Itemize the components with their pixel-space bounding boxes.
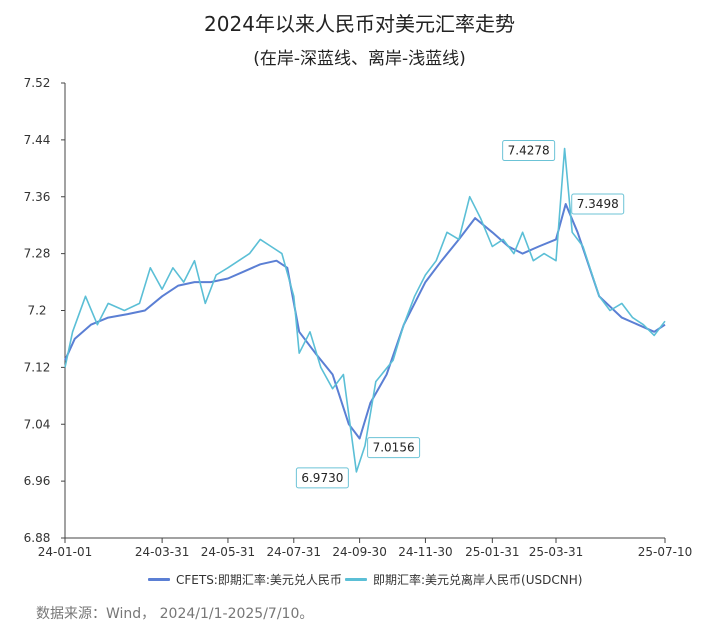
exchange-rate-chart: 6.88 6.96 7.04 7.12 7.2 7.28 7.36 7.44 7.52 24-01… (24, 76, 693, 559)
legend-item-onshore[interactable]: CFETS:即期汇率:美元兑人民币 (148, 571, 342, 588)
legend-label-onshore: CFETS:即期汇率:美元兑人民币 (176, 573, 342, 587)
x-tick-label: 24-07-31 (267, 545, 321, 559)
y-tick-label: 7.52 (24, 76, 51, 90)
x-tick-label: 25-01-31 (465, 545, 519, 559)
legend-swatch-onshore (148, 578, 170, 581)
annotation-box (295, 467, 349, 489)
annotation-label: 7.3498 (577, 197, 619, 211)
legend-label-offshore: 即期汇率:美元兑离岸人民币(USDCNH) (373, 573, 583, 587)
x-tick-label: 25-03-31 (529, 545, 583, 559)
annotation-label: 7.4278 (508, 144, 550, 158)
annotation-box (571, 193, 625, 215)
x-tick-label: 25-07-10 (638, 545, 692, 559)
y-tick-label: 7.36 (24, 190, 51, 204)
legend-item-offshore[interactable]: 即期汇率:美元兑离岸人民币(USDCNH) (345, 571, 582, 588)
y-tick-label: 7.44 (24, 133, 51, 147)
y-tick-label: 7.12 (24, 360, 51, 374)
source-note: 数据来源：Wind， 2024/1/1-2025/7/10。 (36, 606, 314, 622)
y-tick-label: 7.04 (24, 417, 51, 431)
chart-title: 2024年以来人民币对美元汇率走势 (204, 12, 515, 36)
annotation-label: 7.0156 (373, 441, 415, 455)
annotation-label: 6.9730 (301, 471, 343, 485)
legend-swatch-offshore (345, 578, 367, 581)
x-tick-label: 24-01-01 (38, 545, 92, 559)
annotation-box (502, 140, 556, 162)
series-line-onshore (64, 203, 666, 440)
x-tick-label: 24-05-31 (201, 545, 255, 559)
x-tick-label: 24-09-30 (332, 545, 386, 559)
y-tick-label: 6.88 (24, 531, 51, 545)
x-tick-label: 24-11-30 (398, 545, 452, 559)
chart-subtitle: (在岸-深蓝线、离岸-浅蓝线) (253, 49, 466, 69)
y-tick-label: 7.2 (27, 304, 46, 318)
x-tick-label: 24-03-31 (135, 545, 189, 559)
series-line-offshore (64, 147, 666, 473)
annotation-box (367, 437, 421, 459)
y-tick-label: 7.28 (24, 247, 51, 261)
y-tick-label: 6.96 (24, 474, 51, 488)
